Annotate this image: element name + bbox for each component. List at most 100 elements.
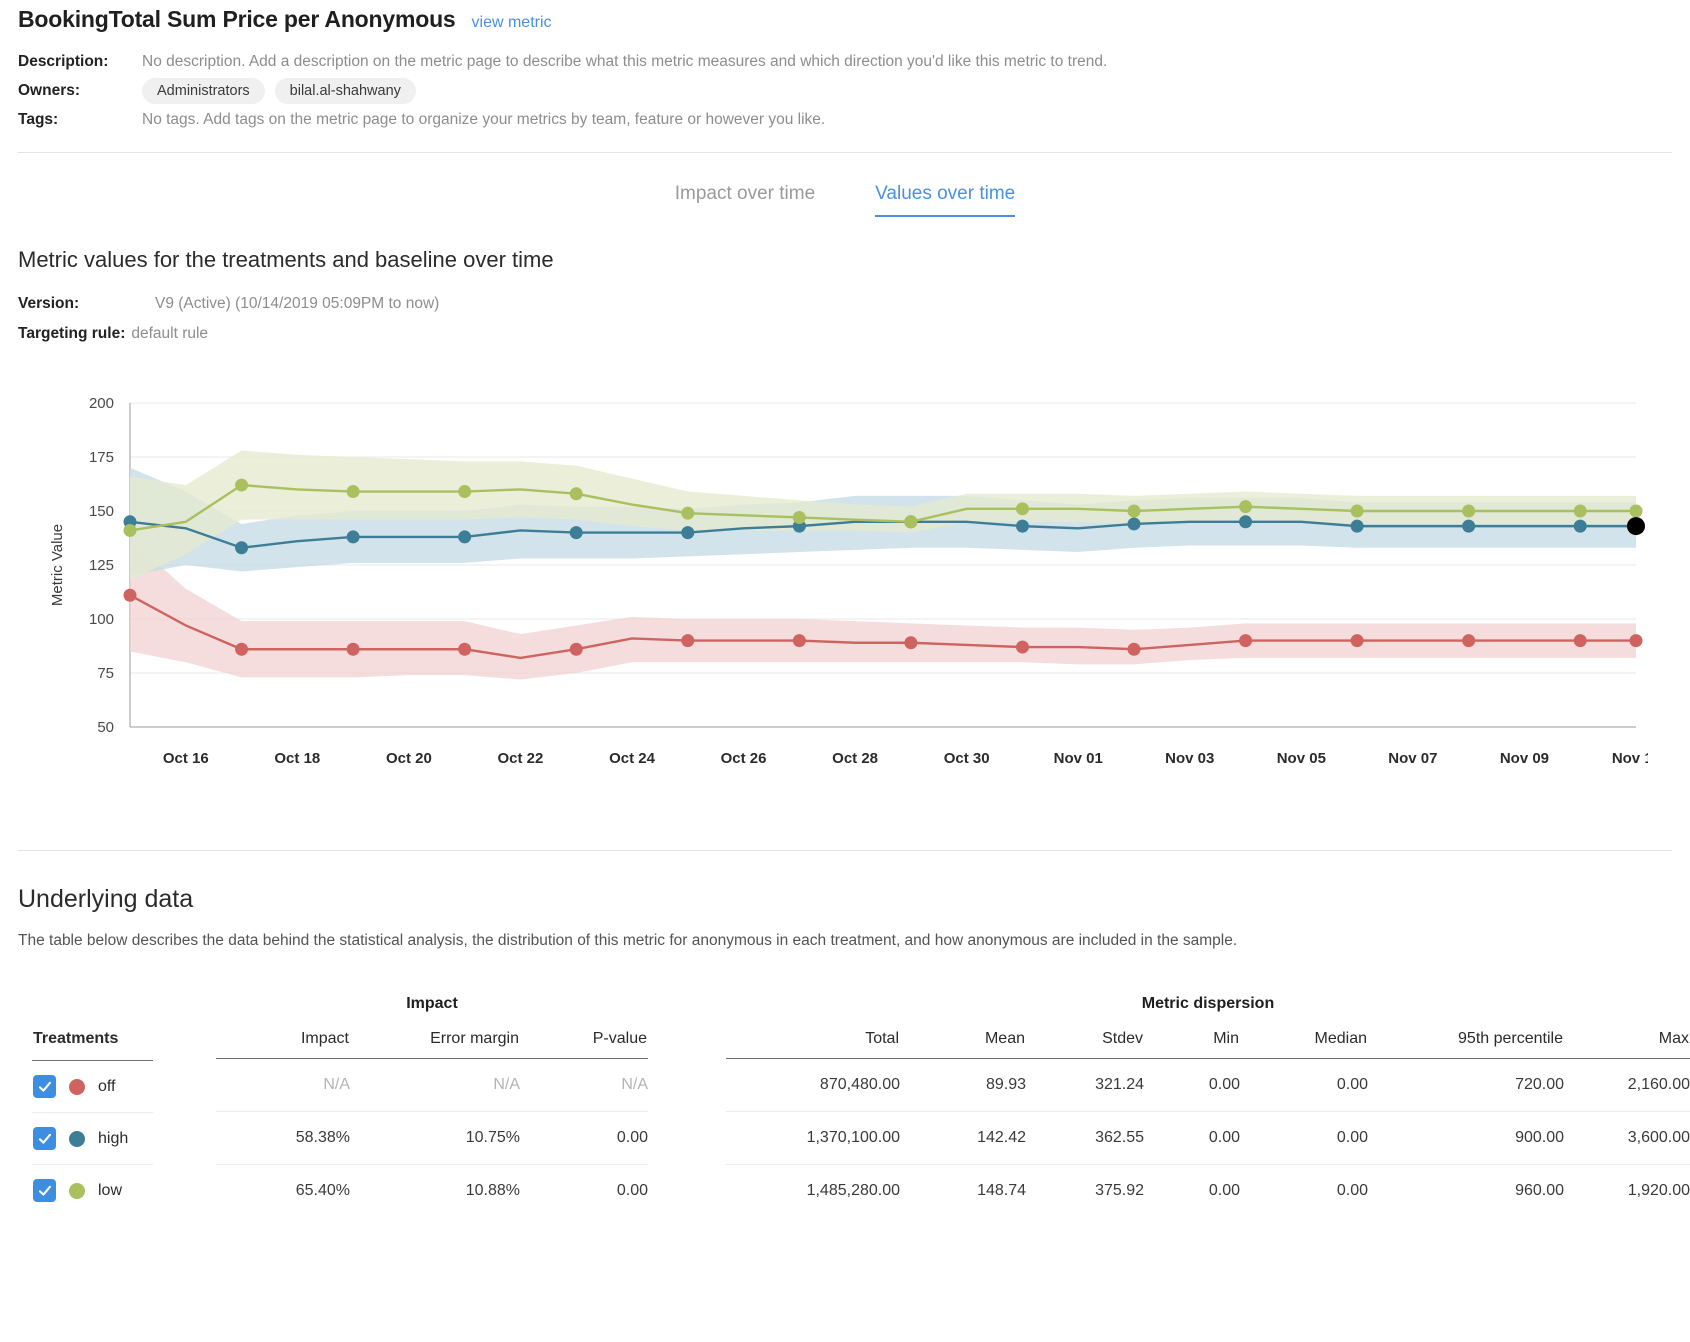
data-point-high[interactable] [1573, 519, 1587, 533]
table-cell: 900.00 [1368, 1111, 1564, 1165]
treatment-label: high [98, 1129, 129, 1147]
tab-values-over-time[interactable]: Values over time [875, 183, 1016, 217]
treatment-entry: off [33, 1062, 152, 1111]
chart-divider [18, 850, 1672, 851]
y-axis-tick-label: 200 [89, 395, 114, 412]
owner-chip[interactable]: Administrators [142, 77, 265, 104]
column-header: Impact [300, 1030, 349, 1047]
data-point-off[interactable] [1629, 634, 1643, 648]
y-axis-tick-label: 175 [89, 449, 114, 466]
treatment-entry: low [33, 1166, 152, 1215]
tags-value: No tags. Add tags on the metric page to … [142, 110, 826, 128]
table-row: 65.40% 10.88% 0.00 [216, 1164, 648, 1217]
treatment-label: off [98, 1077, 116, 1095]
table-cell: 2,160.00 [1564, 1058, 1690, 1112]
x-axis-tick-label: Nov 07 [1388, 750, 1437, 767]
data-point-low[interactable] [1350, 504, 1364, 518]
table-cell: 1,370,100.00 [726, 1111, 900, 1165]
column-header: Median [1314, 1030, 1367, 1047]
table-row: high [32, 1112, 153, 1165]
data-point-low[interactable] [1239, 500, 1253, 514]
column-header: Error margin [430, 1030, 519, 1047]
data-point-off[interactable] [123, 588, 137, 602]
highlighted-data-point[interactable] [1627, 517, 1645, 536]
view-metric-link[interactable]: view metric [471, 14, 552, 31]
column-header: 95th percentile [1458, 1030, 1563, 1047]
table-cell: 89.93 [900, 1058, 1026, 1112]
x-axis-tick-label: Oct 28 [832, 750, 878, 767]
table-cell: 0.00 [1144, 1164, 1240, 1217]
data-point-low[interactable] [681, 506, 695, 520]
data-point-high[interactable] [1462, 519, 1476, 533]
header-divider [18, 152, 1672, 153]
description-row: Description: No description. Add a descr… [18, 47, 1672, 76]
underlying-data-section: Underlying data The table below describe… [18, 885, 1690, 1217]
description-value: No description. Add a description on the… [142, 52, 1108, 70]
y-axis-tick-label: 75 [97, 665, 114, 682]
treatment-checkbox-high[interactable] [33, 1127, 56, 1150]
treatment-color-swatch [69, 1130, 85, 1147]
targeting-rule-row: Targeting rule: default rule [18, 319, 1690, 349]
table-row: 1,370,100.00 142.42 362.55 0.00 0.00 900.00 3,… [726, 1111, 1690, 1165]
data-point-low[interactable] [904, 515, 918, 529]
owner-chip[interactable]: bilal.al-shahwany [274, 77, 416, 104]
treatment-checkbox-off[interactable] [33, 1075, 56, 1098]
owner-chip-list: Administrators bilal.al-shahwany [142, 77, 416, 104]
table-cell: N/A [216, 1058, 350, 1112]
data-point-low[interactable] [1573, 504, 1587, 518]
table-cell: 0.00 [1240, 1111, 1368, 1165]
data-point-low[interactable] [569, 487, 583, 501]
data-point-off[interactable] [1239, 634, 1253, 648]
data-point-low[interactable] [1462, 504, 1476, 518]
data-point-low[interactable] [123, 523, 137, 537]
treatment-color-swatch [69, 1078, 85, 1095]
data-point-low[interactable] [1127, 504, 1141, 518]
table-cell: 142.42 [900, 1111, 1026, 1165]
data-point-high[interactable] [1239, 515, 1253, 529]
data-point-off[interactable] [681, 634, 695, 648]
data-point-low[interactable] [792, 510, 806, 524]
x-axis-tick-label: Oct 16 [163, 750, 209, 767]
data-point-off[interactable] [458, 642, 472, 656]
data-point-off[interactable] [346, 642, 360, 656]
data-point-low[interactable] [346, 485, 360, 499]
data-point-low[interactable] [1015, 502, 1029, 516]
series-line-off[interactable] [129, 594, 1636, 660]
data-point-off[interactable] [792, 634, 806, 648]
data-point-high[interactable] [346, 530, 360, 544]
table-cell: N/A [350, 1058, 520, 1112]
data-point-low[interactable] [235, 478, 249, 492]
data-point-off[interactable] [569, 642, 583, 656]
treatment-cell: high [32, 1112, 153, 1165]
table-cell: 58.38% [216, 1111, 350, 1165]
tab-impact-over-time[interactable]: Impact over time [674, 183, 816, 204]
data-point-off[interactable] [1573, 634, 1587, 648]
table-row: 58.38% 10.75% 0.00 [216, 1111, 648, 1165]
data-point-low[interactable] [1629, 504, 1643, 518]
data-point-high[interactable] [1015, 519, 1029, 533]
x-axis-tick-label: Oct 26 [721, 750, 767, 767]
data-point-off[interactable] [904, 636, 918, 650]
table-cell: 1,920.00 [1564, 1164, 1690, 1217]
data-point-off[interactable] [1127, 642, 1141, 656]
series-line-low[interactable] [129, 483, 1636, 532]
data-point-high[interactable] [681, 526, 695, 540]
column-header: Total [865, 1030, 899, 1047]
data-point-high[interactable] [1350, 519, 1364, 533]
data-point-off[interactable] [235, 642, 249, 656]
data-point-high[interactable] [235, 541, 249, 555]
data-point-off[interactable] [1015, 640, 1029, 654]
table-cell: 960.00 [1368, 1164, 1564, 1217]
section-meta: Version: V9 (Active) (10/14/2019 05:09PM… [18, 289, 1690, 349]
description-label: Description: [18, 52, 109, 70]
data-point-high[interactable] [569, 526, 583, 540]
values-over-time-chart[interactable]: 50 75 100 125 150 175 200 Metric Value Oct 16 Oct… [0, 391, 1690, 816]
data-point-off[interactable] [1350, 634, 1364, 648]
data-point-high[interactable] [1127, 517, 1141, 531]
data-point-high[interactable] [458, 530, 472, 544]
treatment-checkbox-low[interactable] [33, 1179, 56, 1202]
data-point-off[interactable] [1462, 634, 1476, 648]
data-point-low[interactable] [458, 485, 472, 499]
chart-svg[interactable]: 50 75 100 125 150 175 200 Metric Value Oct 16 Oct… [18, 391, 1660, 811]
